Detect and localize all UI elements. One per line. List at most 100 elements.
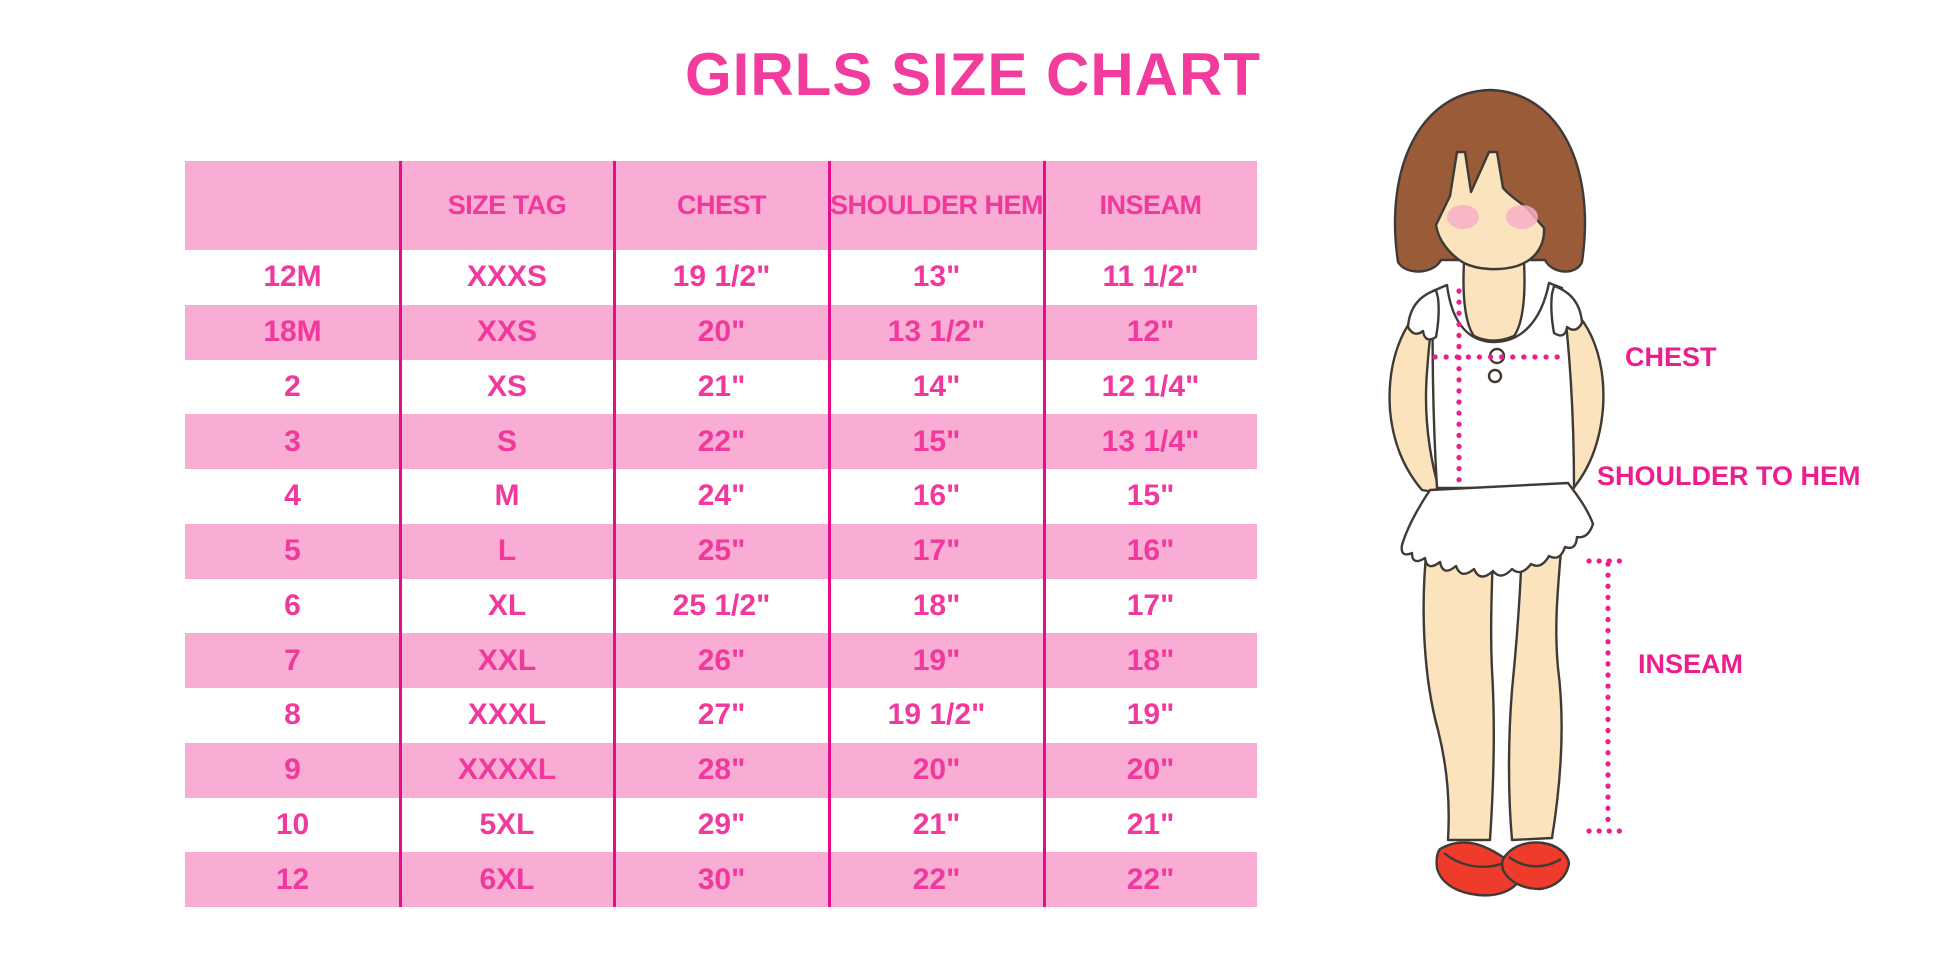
page-title: GIRLS SIZE CHART bbox=[684, 41, 1261, 108]
table-cell: 18" bbox=[1126, 643, 1175, 677]
table-row: 2 XS 21" 14" 12 1/4" bbox=[185, 359, 1257, 415]
table-row: 12 6XL 30" 22" 22" bbox=[185, 852, 1257, 907]
table-cell: XXL bbox=[477, 643, 537, 677]
girl-left-shoe bbox=[1435, 841, 1523, 897]
girl-left-ruffle-sleeve bbox=[1406, 288, 1440, 341]
row-size-label: 12 bbox=[275, 862, 310, 896]
table-row: 7 XXL 26" 19" 18" bbox=[185, 633, 1257, 688]
girl-neck bbox=[1462, 260, 1526, 342]
table-row: 18M XXS 20" 13 1/2" 12" bbox=[185, 304, 1257, 360]
row-size-label: 8 bbox=[284, 698, 301, 732]
header-cell-blank bbox=[185, 161, 400, 250]
row-size-label: 2 bbox=[284, 369, 301, 403]
table-cell: 24" bbox=[697, 479, 746, 513]
row-size-label: 5 bbox=[284, 534, 301, 568]
table-cell: M bbox=[494, 479, 520, 513]
girl-face bbox=[1434, 150, 1546, 271]
row-size-label: 18M bbox=[263, 315, 322, 349]
girl-right-ruffle-sleeve bbox=[1550, 284, 1584, 337]
table-cell: 22" bbox=[1126, 862, 1175, 896]
shoulder-to-hem-label: SHOULDER TO HEM bbox=[1597, 461, 1861, 491]
table-cell: 13" bbox=[912, 260, 961, 294]
table-cell: XS bbox=[486, 369, 528, 403]
table-cell: XXXL bbox=[467, 698, 547, 732]
table-cell: 25 1/2" bbox=[672, 588, 771, 622]
table-row: 9 XXXXL 28" 20" 20" bbox=[185, 742, 1257, 798]
size-table-body: 12M XXXS 19 1/2" 13" 11 1/2" 18M XXS 20" 13 1/2"… bbox=[185, 250, 1257, 907]
table-cell: 21" bbox=[1126, 807, 1175, 841]
table-cell: 20" bbox=[912, 753, 961, 787]
girl-right-leg bbox=[1507, 546, 1563, 842]
table-cell: 21" bbox=[697, 369, 746, 403]
table-cell: 25" bbox=[697, 534, 746, 568]
table-cell: 13 1/2" bbox=[887, 315, 986, 349]
girl-top-bodice bbox=[1431, 281, 1576, 490]
girl-skirt bbox=[1400, 481, 1595, 578]
table-cell: 17" bbox=[912, 534, 961, 568]
table-row: 8 XXXL 27" 19 1/2" 19" bbox=[185, 688, 1257, 743]
header-cell-shoulder-hem: SHOULDER HEM bbox=[829, 190, 1044, 220]
girl-left-leg bbox=[1422, 543, 1495, 842]
table-row: 10 5XL 29" 21" 21" bbox=[185, 797, 1257, 853]
table-cell: 15" bbox=[912, 424, 961, 458]
header-cell-inseam: INSEAM bbox=[1099, 190, 1202, 220]
row-size-label: 4 bbox=[284, 479, 301, 513]
table-row: 3 S 22" 15" 13 1/4" bbox=[185, 414, 1257, 469]
table-cell: 30" bbox=[697, 862, 746, 896]
row-size-label: 3 bbox=[284, 424, 301, 458]
table-cell: 27" bbox=[697, 698, 746, 732]
table-cell: S bbox=[496, 424, 517, 458]
table-cell: 22" bbox=[697, 424, 746, 458]
girl-illustration bbox=[1388, 88, 1624, 897]
table-cell: 19 1/2" bbox=[672, 260, 771, 294]
girl-right-shoe-strap bbox=[1508, 856, 1562, 868]
table-row: 4 M 24" 16" 15" bbox=[185, 469, 1257, 524]
table-cell: 26" bbox=[697, 643, 746, 677]
row-size-label: 7 bbox=[284, 643, 301, 677]
table-cell: XXXXL bbox=[457, 753, 557, 787]
column-separator-line bbox=[612, 161, 616, 907]
table-cell: 19" bbox=[912, 643, 961, 677]
header-cell-size-tag: SIZE TAG bbox=[447, 190, 567, 220]
table-cell: XXXS bbox=[466, 260, 548, 294]
table-cell: 18" bbox=[912, 588, 961, 622]
table-cell: 11 1/2" bbox=[1102, 260, 1199, 294]
table-row: 5 L 25" 17" 16" bbox=[185, 523, 1257, 579]
table-cell: 6XL bbox=[479, 862, 535, 896]
table-row: 12M XXXS 19 1/2" 13" 11 1/2" bbox=[185, 250, 1257, 305]
row-size-label: 12M bbox=[263, 260, 322, 294]
row-size-label: 9 bbox=[284, 753, 301, 787]
table-row: 6 XL 25 1/2" 18" 17" bbox=[185, 578, 1257, 634]
table-cell: 5XL bbox=[479, 807, 535, 841]
table-cell: 15" bbox=[1126, 479, 1175, 513]
size-table: SIZE TAG CHEST SHOULDER HEM INSEAM 12M XX… bbox=[185, 161, 1257, 907]
table-cell: 28" bbox=[697, 753, 746, 787]
table-cell: 20" bbox=[1126, 753, 1175, 787]
table-cell: 17" bbox=[1126, 588, 1175, 622]
table-cell: 14" bbox=[912, 369, 961, 403]
table-cell: 13 1/4" bbox=[1101, 424, 1200, 458]
column-separator-line bbox=[1042, 161, 1046, 907]
inseam-label: INSEAM bbox=[1638, 649, 1744, 679]
table-cell: 12" bbox=[1126, 315, 1175, 349]
shirt-button-bottom bbox=[1487, 368, 1503, 384]
table-cell: 19" bbox=[1126, 698, 1175, 732]
girl-left-shoe-strap bbox=[1443, 852, 1507, 868]
girl-left-blush bbox=[1447, 205, 1479, 229]
table-cell: 29" bbox=[697, 807, 746, 841]
table-cell: 12 1/4" bbox=[1101, 369, 1200, 403]
column-separator-line bbox=[827, 161, 831, 907]
table-cell: 20" bbox=[697, 315, 746, 349]
table-cell: XL bbox=[487, 588, 527, 622]
table-cell: L bbox=[497, 534, 517, 568]
girl-right-blush bbox=[1506, 205, 1538, 229]
column-separator-line bbox=[398, 161, 402, 907]
row-size-label: 10 bbox=[275, 807, 310, 841]
table-cell: 16" bbox=[1126, 534, 1175, 568]
table-cell: 19 1/2" bbox=[887, 698, 986, 732]
header-cell-chest: CHEST bbox=[676, 190, 767, 220]
table-cell: 21" bbox=[912, 807, 961, 841]
table-cell: 16" bbox=[912, 479, 961, 513]
size-table-header-row: SIZE TAG CHEST SHOULDER HEM INSEAM bbox=[185, 161, 1257, 250]
